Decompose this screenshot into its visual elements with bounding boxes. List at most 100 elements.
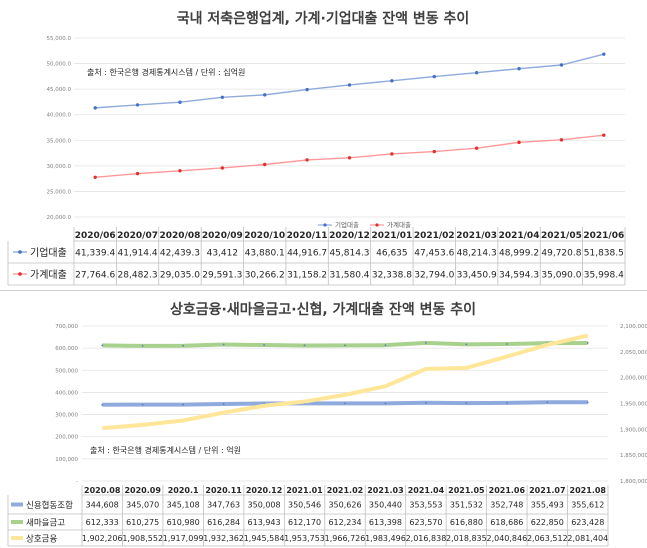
y-tick-label: 55,000.0	[47, 36, 72, 42]
y-left-tick-label: 200,000	[55, 435, 78, 441]
y-tick-label: 30,000.0	[47, 164, 72, 170]
x-tick-label: 2020.1	[168, 486, 199, 495]
legend-marker	[375, 223, 379, 227]
data-point	[220, 95, 225, 99]
x-tick-label: 2021.03	[367, 486, 403, 495]
data-label: 31,580.4	[329, 271, 369, 281]
data-point	[517, 66, 521, 71]
data-label: 350,626	[328, 501, 361, 510]
legend-label: 기업대출	[335, 220, 359, 229]
data-label: 623,428	[571, 518, 604, 527]
data-point	[425, 342, 427, 344]
y-right-tick-label: 1,850,000	[620, 453, 647, 459]
data-label: 43,412	[207, 249, 239, 259]
x-tick-label: 2021/02	[414, 231, 455, 241]
x-tick-label: 2021/05	[541, 231, 582, 241]
data-label: 2,081,404	[567, 534, 608, 543]
data-label: 30,266.2	[245, 271, 285, 281]
data-point	[182, 344, 185, 347]
data-point	[263, 162, 267, 167]
data-label: 612,170	[288, 518, 321, 527]
data-label: 1,908,552	[122, 534, 163, 543]
data-label: 622,850	[531, 518, 564, 527]
data-label: 48,999.2	[499, 249, 539, 259]
data-point	[141, 403, 144, 406]
data-point	[93, 106, 97, 110]
data-label: 616,284	[207, 518, 240, 527]
data-label: 2,018,835	[446, 534, 487, 543]
data-label: 613,398	[369, 518, 402, 527]
data-point	[303, 344, 306, 347]
data-point	[517, 140, 521, 145]
y-right-tick-label: 2,000,000	[620, 376, 647, 382]
x-tick-label: 2020.11	[205, 486, 242, 495]
y-tick-label: 25,000.0	[47, 189, 72, 195]
data-point	[474, 71, 479, 75]
data-point	[222, 343, 225, 346]
x-tick-label: 2021.06	[489, 486, 526, 495]
data-point	[505, 401, 508, 404]
data-label: 49,720.8	[541, 249, 581, 259]
chart-panel-mutual-loans: 상호금융·새마을금고·신협, 가계대출 잔액 변동 추이 - 100,000 200…	[0, 292, 647, 548]
data-label: 29,591.3	[202, 271, 242, 281]
data-point	[432, 74, 436, 79]
x-tick-label: 2021.04	[408, 486, 445, 495]
data-point	[505, 343, 508, 345]
legend-marker	[323, 223, 327, 227]
x-tick-label: 2020/11	[287, 231, 328, 241]
data-point	[263, 93, 267, 97]
data-point	[602, 52, 606, 56]
chart-title: 국내 저축은행업계, 가계·기업대출 잔액 변동 추이	[177, 10, 470, 27]
data-label: 355,612	[571, 501, 604, 510]
data-point	[559, 138, 564, 142]
y-left-tick-label: 300,000	[55, 413, 78, 419]
data-label: 1,983,496	[365, 534, 406, 543]
data-point	[390, 79, 394, 83]
x-tick-label: 2020.09	[124, 486, 161, 495]
data-point	[141, 344, 144, 347]
x-tick-label: 2021.02	[327, 486, 363, 495]
data-point	[347, 156, 352, 160]
y-right-tick-label: 2,100,000	[620, 324, 647, 330]
data-label: 1,966,726	[325, 534, 366, 543]
series-name: 가계대출	[30, 269, 67, 281]
data-label: 610,980	[167, 518, 200, 527]
y-tick-label: 40,000.0	[47, 113, 72, 119]
data-label: 350,546	[288, 501, 321, 510]
data-point	[305, 87, 309, 92]
data-label: 32,338.8	[372, 271, 412, 281]
x-tick-label: 2020/12	[329, 231, 370, 241]
x-tick-label: 2020/10	[244, 231, 285, 241]
data-label: 28,482.3	[118, 271, 158, 281]
y-left-tick-label: 400,000	[55, 390, 78, 396]
data-label: 610,275	[126, 518, 159, 527]
data-label: 612,234	[328, 518, 361, 527]
data-point	[101, 344, 104, 347]
legend-marker	[18, 250, 22, 254]
chart-mutual-loans: 상호금융·새마을금고·신협, 가계대출 잔액 변동 추이 - 100,000 200…	[7, 301, 647, 547]
data-label: 41,339.4	[75, 249, 115, 259]
x-tick-label: 2020/08	[160, 231, 201, 241]
data-point	[465, 343, 468, 346]
y-right-tick-label: 1,800,000	[620, 479, 647, 485]
data-label: 355,493	[531, 501, 564, 510]
data-point	[344, 344, 346, 347]
data-point	[93, 175, 97, 179]
y-left-tick-label: -	[76, 479, 78, 485]
data-label: 46,635	[376, 249, 408, 259]
data-label: 51,838.5	[584, 249, 624, 259]
chart-title: 상호금융·새마을금고·신협, 가계대출 잔액 변동 추이	[170, 301, 476, 318]
data-label: 2,040,846	[486, 534, 527, 543]
y-left-tick-label: 500,000	[55, 368, 78, 374]
data-label: 1,932,362	[203, 534, 244, 543]
data-label: 29,035.0	[160, 271, 200, 281]
data-point	[135, 171, 140, 176]
series-name: 신용협동조합	[26, 500, 73, 511]
y-right-tick-label: 2,050,000	[620, 350, 647, 356]
x-tick-label: 2021/03	[456, 231, 497, 241]
data-label: 352,748	[490, 501, 523, 510]
x-tick-label: 2020.12	[246, 486, 282, 495]
data-point	[135, 103, 140, 107]
data-label: 1,953,753	[284, 534, 325, 543]
data-point	[602, 133, 606, 137]
